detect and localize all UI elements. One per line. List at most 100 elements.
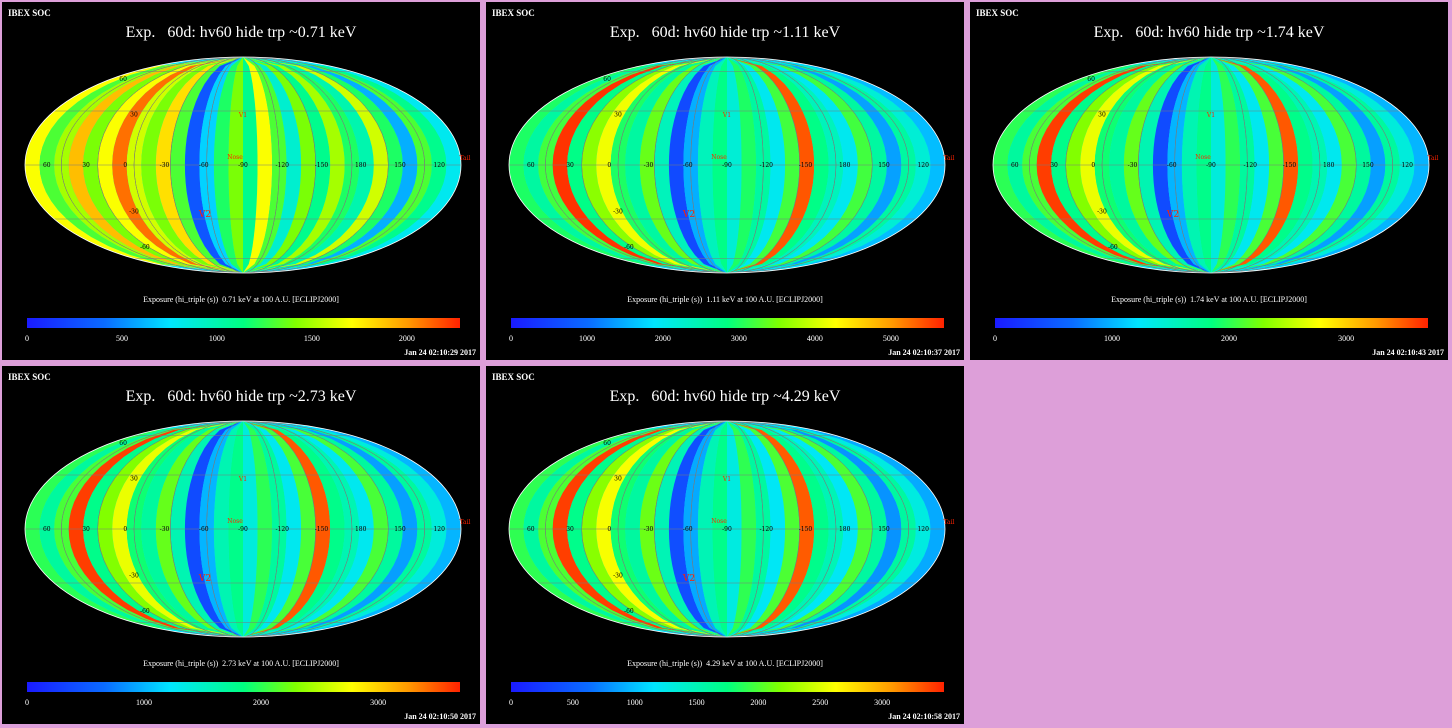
mollweide-map: 60 30 0 -30 -60 -90 -120 -150 180 150 120 60 30 -30 -6…: [24, 420, 471, 638]
marker-nose: Nose: [227, 518, 243, 525]
lon-label: -30: [160, 162, 170, 169]
lon-label: 60: [527, 526, 535, 533]
lat-label: 30: [614, 111, 622, 118]
timestamp: Jan 24 02:10:37 2017: [888, 348, 960, 357]
lat-label: -30: [129, 209, 139, 216]
lon-label: -90: [1206, 162, 1216, 169]
lon-label: 120: [433, 162, 445, 169]
lon-label: 150: [878, 162, 890, 169]
marker-tail: Tail: [1428, 155, 1439, 162]
marker-v1: V1: [722, 112, 731, 119]
panel-title: Exp. 60d: hv60 hide trp ~0.71 keV: [125, 24, 357, 41]
lon-label: 180: [839, 162, 851, 169]
marker-nose: Nose: [711, 518, 727, 525]
lon-label: -90: [722, 526, 732, 533]
soc-label: IBEX SOC: [8, 372, 51, 382]
lon-label: 0: [607, 162, 611, 169]
lon-label: 150: [878, 526, 890, 533]
colorbar-tick-label: 3000: [370, 698, 387, 707]
marker-v2: V2: [198, 210, 211, 220]
lat-label: 60: [603, 76, 611, 83]
marker-v2: V2: [198, 574, 211, 584]
lon-label: -150: [799, 162, 813, 169]
lon-label: -30: [160, 526, 170, 533]
colorbar-tick-label: 1000: [208, 334, 225, 343]
map-panel-3: 60 30 0 -30 -60 -90 -120 -150 180 150 120 60 30 -30 -6…: [970, 2, 1448, 360]
marker-v2: V2: [682, 210, 695, 220]
colorbar-tick-label: 1000: [1104, 334, 1121, 343]
mollweide-map: 60 30 0 -30 -60 -90 -120 -150 180 150 120 60 30 -30 -6…: [508, 420, 955, 638]
soc-label: IBEX SOC: [976, 8, 1019, 18]
colorbar-tick-label: 3000: [1338, 334, 1355, 343]
lon-label: -120: [1243, 162, 1257, 169]
colorbar-tick-label: 2500: [812, 698, 829, 707]
lon-label: 60: [1011, 162, 1019, 169]
marker-v2: V2: [1166, 210, 1179, 220]
colorbar: [995, 318, 1428, 328]
lon-label: 0: [1091, 162, 1095, 169]
lon-label: 60: [527, 162, 535, 169]
colorbar-caption: Exposure (hi_triple (s)) 1.74 keV at 100…: [1111, 295, 1307, 304]
colorbar-tick-label: 0: [25, 698, 29, 707]
marker-nose: Nose: [227, 154, 243, 161]
lat-label: -30: [129, 573, 139, 580]
lon-label: 0: [123, 526, 127, 533]
lon-label: -150: [315, 162, 329, 169]
marker-v2: V2: [682, 574, 695, 584]
colorbar-tick-label: 2000: [750, 698, 767, 707]
map-panel-4: 60 30 0 -30 -60 -90 -120 -150 180 150 120 60 30 -30 -6…: [2, 366, 480, 724]
colorbar-caption: Exposure (hi_triple (s)) 4.29 keV at 100…: [627, 659, 823, 668]
lon-label: 120: [433, 526, 445, 533]
colorbar-tick-label: 0: [993, 334, 997, 343]
lat-label: -30: [613, 573, 623, 580]
colorbar: [27, 318, 460, 328]
lon-label: -60: [199, 526, 209, 533]
lon-label: 30: [566, 162, 574, 169]
colorbar-tick-label: 0: [509, 698, 513, 707]
colorbar-tick-label: 3000: [874, 698, 891, 707]
colorbar-tick-label: 1000: [626, 698, 643, 707]
lon-label: -30: [644, 526, 654, 533]
colorbar-tick-label: 5000: [882, 334, 899, 343]
marker-v1: V1: [238, 476, 247, 483]
lat-label: -60: [140, 244, 150, 251]
lon-label: -60: [1167, 162, 1177, 169]
lat-label: -60: [624, 244, 634, 251]
colorbar-tick-label: 4000: [806, 334, 823, 343]
marker-tail: Tail: [944, 155, 955, 162]
colorbar-caption: Exposure (hi_triple (s)) 0.71 keV at 100…: [143, 295, 339, 304]
soc-label: IBEX SOC: [492, 8, 535, 18]
mollweide-map: 60 30 0 -30 -60 -90 -120 -150 180 150 120 60 30 -30 -6…: [508, 56, 955, 274]
lon-label: -60: [683, 162, 693, 169]
lon-label: -120: [275, 162, 289, 169]
lon-label: -150: [1283, 162, 1297, 169]
timestamp: Jan 24 02:10:43 2017: [1372, 348, 1444, 357]
colorbar-tick-label: 1500: [303, 334, 320, 343]
lon-label: 120: [917, 526, 929, 533]
colorbar-tick-label: 0: [25, 334, 29, 343]
colorbar: [511, 682, 944, 692]
panel-title: Exp. 60d: hv60 hide trp ~4.29 keV: [609, 388, 841, 405]
lon-label: 0: [607, 526, 611, 533]
panel-title: Exp. 60d: hv60 hide trp ~1.74 keV: [1093, 24, 1325, 41]
lat-label: -60: [1108, 244, 1118, 251]
lat-label: 30: [1098, 111, 1106, 118]
lon-label: -30: [1128, 162, 1138, 169]
colorbar-tick-label: 2000: [398, 334, 415, 343]
lon-label: 60: [43, 162, 51, 169]
lon-label: 150: [1362, 162, 1374, 169]
marker-v1: V1: [722, 476, 731, 483]
lat-label: -60: [624, 608, 634, 615]
lon-label: 120: [917, 162, 929, 169]
lon-label: -60: [199, 162, 209, 169]
marker-tail: Tail: [460, 155, 471, 162]
mollweide-map: 60 30 0 -30 -60 -90 -120 -150 180 150 120 60 30 -30 -6…: [24, 56, 471, 274]
lon-label: 0: [123, 162, 127, 169]
lon-label: -90: [238, 526, 248, 533]
lon-label: 30: [82, 162, 90, 169]
timestamp: Jan 24 02:10:50 2017: [404, 712, 476, 721]
lon-label: -150: [315, 526, 329, 533]
colorbar-caption: Exposure (hi_triple (s)) 2.73 keV at 100…: [143, 659, 339, 668]
lat-label: 30: [614, 475, 622, 482]
lat-label: 60: [1087, 76, 1095, 83]
